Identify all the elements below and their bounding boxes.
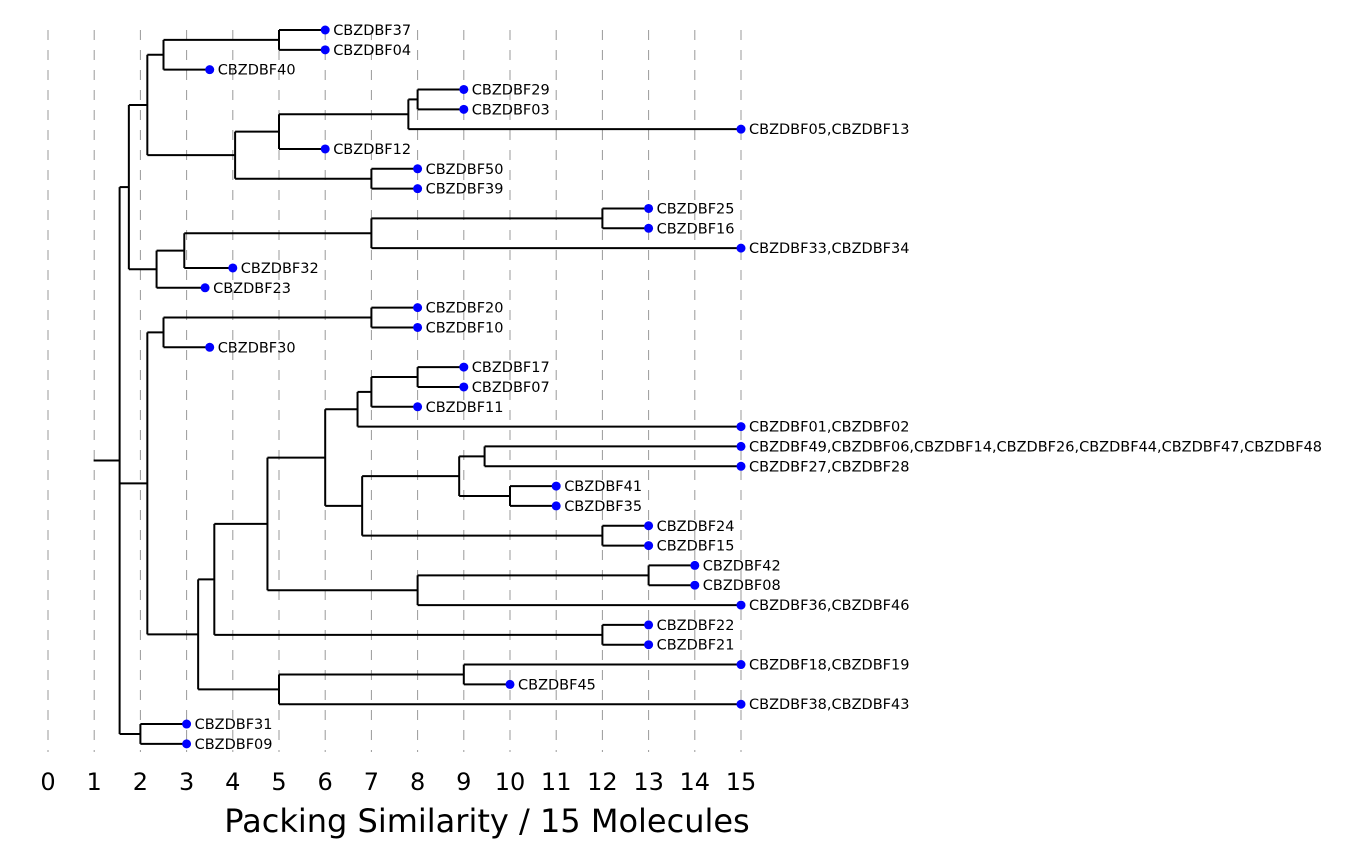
leaf-label: CBZDBF49,CBZDBF06,CBZDBF14,CBZDBF26,CBZD… [749,439,1322,455]
x-tick-label: 10 [495,768,526,796]
leaf-marker [182,739,192,749]
x-tick-label: 7 [364,768,379,796]
leaf-label: CBZDBF24 [657,519,735,535]
leaf-label: CBZDBF20 [426,301,504,317]
x-tick-label: 15 [726,768,757,796]
leaf-marker [228,263,238,273]
leaf-marker [736,441,746,451]
leaf-marker [413,184,423,194]
leaf-label: CBZDBF07 [472,380,550,396]
leaf-label: CBZDBF42 [703,558,781,574]
leaf-marker [551,501,561,511]
leaf-marker [413,164,423,174]
leaf-marker [320,45,330,55]
leaf-label: CBZDBF36,CBZDBF46 [749,598,909,614]
leaf-marker [205,65,215,75]
leaf-marker [736,600,746,610]
x-tick-label: 9 [456,768,471,796]
grid-lines [47,30,742,752]
x-tick-label: 6 [318,768,333,796]
leaf-label: CBZDBF21 [657,638,735,654]
leaf-marker [736,422,746,432]
x-tick-label: 5 [271,768,286,796]
leaf-marker [644,521,654,531]
leaf-label: CBZDBF04 [333,43,411,59]
leaf-label: CBZDBF11 [426,400,504,416]
leaf-label: CBZDBF23 [213,281,291,297]
leaf-marker [644,541,654,551]
leaf-label: CBZDBF45 [518,677,596,693]
leaf-marker [413,303,423,313]
leaf-marker [644,203,654,213]
leaf-marker [551,481,561,491]
leaf-label: CBZDBF37 [333,23,411,39]
leaf-label: CBZDBF12 [333,142,411,158]
leaf-marker [459,84,469,94]
leaf-marker [644,223,654,233]
leaf-label: CBZDBF10 [426,320,504,336]
leaf-label: CBZDBF39 [426,182,504,198]
x-tick-label: 2 [133,768,148,796]
x-tick-label: 14 [680,768,711,796]
leaf-marker [413,322,423,332]
leaf-label: CBZDBF18,CBZDBF19 [749,658,909,674]
x-tick-label: 13 [633,768,664,796]
leaf-label: CBZDBF22 [657,618,735,634]
leaf-label: CBZDBF16 [657,221,735,237]
leaf-marker [736,124,746,134]
leaf-marker [736,243,746,253]
leaf-label: CBZDBF32 [241,261,319,277]
leaf-marker [736,660,746,670]
leaf-marker [690,560,700,570]
leaf-label: CBZDBF25 [657,201,735,217]
leaf-marker [413,402,423,412]
leaf-label: CBZDBF17 [472,360,550,376]
leaf-label: CBZDBF40 [218,63,296,79]
x-tick-label: 12 [587,768,618,796]
leaf-marker [644,640,654,650]
leaf-marker [459,362,469,372]
leaf-marker [205,342,215,352]
leaf-marker [736,461,746,471]
x-tick-label: 0 [40,768,55,796]
leaf-marker [320,25,330,35]
leaf-label: CBZDBF03 [472,102,550,118]
leaf-marker [182,719,192,729]
leaf-marker [505,679,515,689]
leaf-label: CBZDBF41 [564,479,642,495]
dendrogram-branches [93,29,741,745]
x-axis-ticks: 0 1 2 3 4 5 6 7 8 9 10 11 12 13 14 15 [40,768,756,796]
leaf-label: CBZDBF31 [195,717,273,733]
x-axis-title: Packing Similarity / 15 Molecules [224,802,749,840]
leaf-label: CBZDBF05,CBZDBF13 [749,122,909,138]
leaf-label: CBZDBF38,CBZDBF43 [749,697,909,713]
leaf-marker [320,144,330,154]
x-tick-label: 1 [87,768,102,796]
leaf-label: CBZDBF27,CBZDBF28 [749,459,909,475]
leaf-label: CBZDBF08 [703,578,781,594]
x-tick-label: 4 [225,768,240,796]
leaf-marker [459,104,469,114]
x-tick-label: 11 [541,768,572,796]
leaf-marker [736,699,746,709]
x-tick-label: 8 [410,768,425,796]
leaf-label: CBZDBF33,CBZDBF34 [749,241,909,257]
leaf-label: CBZDBF30 [218,340,296,356]
x-tick-label: 3 [179,768,194,796]
dendrogram-leaves: CBZDBF37 CBZDBF04 CBZDBF40 CBZDBF29 CBZDBF03… [182,23,1322,753]
leaf-marker [644,620,654,630]
leaf-label: CBZDBF15 [657,539,735,555]
leaf-label: CBZDBF29 [472,82,550,98]
leaf-label: CBZDBF09 [195,737,273,753]
leaf-marker [200,283,210,293]
leaf-label: CBZDBF50 [426,162,504,178]
leaf-label: CBZDBF01,CBZDBF02 [749,420,909,436]
leaf-marker [459,382,469,392]
leaf-label: CBZDBF35 [564,499,642,515]
leaf-marker [690,580,700,590]
